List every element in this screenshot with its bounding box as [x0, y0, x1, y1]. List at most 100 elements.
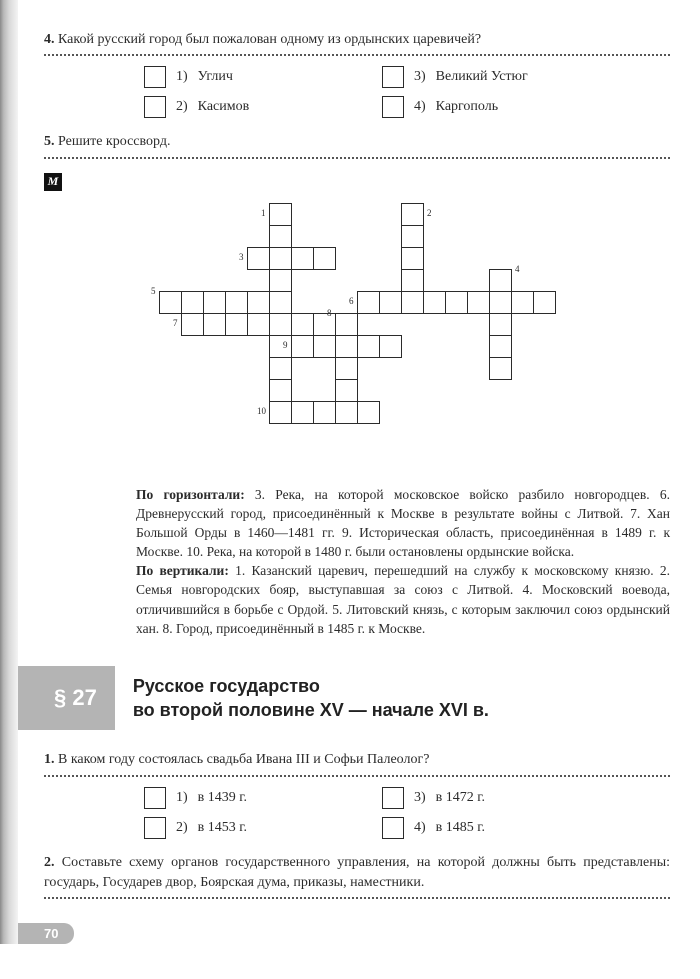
q4-answer-1: 1) Углич	[144, 66, 374, 88]
crossword-clues: По горизонтали: 3. Река, на которой моск…	[136, 485, 670, 638]
crossword-cell[interactable]	[401, 225, 424, 248]
crossword-cell[interactable]	[401, 291, 424, 314]
q27-2-text: 2. Составьте схему органов государственн…	[44, 853, 670, 894]
crossword-cell[interactable]	[489, 357, 512, 380]
crossword-cell[interactable]	[203, 313, 226, 336]
crossword-grid[interactable]: 12345678910	[159, 203, 555, 467]
checkbox[interactable]	[382, 66, 404, 88]
crossword-cell[interactable]	[335, 313, 358, 336]
crossword-cell[interactable]	[203, 291, 226, 314]
crossword-cell[interactable]	[379, 291, 402, 314]
crossword-cell[interactable]	[313, 247, 336, 270]
crossword-cell[interactable]	[335, 401, 358, 424]
checkbox[interactable]	[144, 817, 166, 839]
crossword-cell[interactable]	[357, 291, 380, 314]
crossword-cell[interactable]	[357, 335, 380, 358]
checkbox[interactable]	[382, 817, 404, 839]
answer-num: 3)	[414, 69, 426, 85]
crossword-cell[interactable]	[511, 291, 534, 314]
dotted-rule	[44, 895, 670, 899]
q4-answer-2: 2) Касимов	[144, 96, 374, 118]
answer-label: Великий Устюг	[436, 69, 528, 85]
crossword-cell[interactable]	[401, 203, 424, 226]
crossword-cell[interactable]	[247, 247, 270, 270]
checkbox[interactable]	[144, 787, 166, 809]
crossword-cell[interactable]	[269, 269, 292, 292]
q1-answers: 1) в 1439 г. 2) в 1453 г. 3) в 1472 г.	[144, 787, 670, 839]
crossword-cell[interactable]	[291, 247, 314, 270]
crossword-cell[interactable]	[269, 203, 292, 226]
crossword-cell[interactable]	[247, 313, 270, 336]
crossword-wrap: 12345678910	[44, 203, 670, 467]
q5-num: 5.	[44, 134, 55, 149]
crossword-cell[interactable]	[291, 335, 314, 358]
crossword-cell[interactable]	[225, 313, 248, 336]
crossword-cell[interactable]	[467, 291, 490, 314]
answer-label: Углич	[198, 69, 233, 85]
crossword-cell[interactable]	[335, 357, 358, 380]
checkbox[interactable]	[144, 66, 166, 88]
crossword-cell[interactable]	[357, 401, 380, 424]
answer-num: 2)	[176, 99, 188, 115]
crossword-cell[interactable]	[423, 291, 446, 314]
crossword-cell[interactable]	[313, 313, 336, 336]
crossword-clue-number: 10	[257, 407, 266, 416]
answer-label: Касимов	[198, 99, 250, 115]
crossword-cell[interactable]	[181, 291, 204, 314]
crossword-clue-number: 1	[261, 209, 266, 218]
crossword-cell[interactable]	[291, 313, 314, 336]
answer-num: 1)	[176, 790, 188, 806]
crossword-cell[interactable]	[489, 291, 512, 314]
question-5-text: 5. Решите кроссворд.	[44, 132, 670, 152]
crossword-cell[interactable]	[335, 335, 358, 358]
q1-answer-1: 1) в 1439 г.	[144, 787, 374, 809]
crossword-cell[interactable]	[401, 269, 424, 292]
answer-label: в 1472 г.	[436, 790, 485, 806]
crossword-cell[interactable]	[313, 401, 336, 424]
crossword-cell[interactable]	[445, 291, 468, 314]
crossword-cell[interactable]	[247, 291, 270, 314]
crossword-cell[interactable]	[489, 313, 512, 336]
crossword-cell[interactable]	[269, 313, 292, 336]
q4-answer-4: 4) Каргополь	[382, 96, 528, 118]
crossword-cell[interactable]	[269, 291, 292, 314]
page-spine	[0, 0, 18, 944]
crossword-cell[interactable]	[269, 379, 292, 402]
q1-num: 1.	[44, 752, 55, 767]
crossword-clue-number: 4	[515, 265, 520, 274]
page-number-wrap: 70	[0, 923, 670, 944]
crossword-cell[interactable]	[379, 335, 402, 358]
checkbox[interactable]	[382, 787, 404, 809]
crossword-cell[interactable]	[489, 335, 512, 358]
crossword-cell[interactable]	[269, 357, 292, 380]
crossword-cell[interactable]	[533, 291, 556, 314]
q4-prompt: Какой русский город был пожалован одному…	[58, 32, 481, 47]
dotted-rule	[44, 773, 670, 777]
crossword-cell[interactable]	[489, 269, 512, 292]
q2-prompt: Составьте схему органов государственного…	[44, 855, 670, 890]
dotted-rule	[44, 52, 670, 56]
answer-label: Каргополь	[436, 99, 498, 115]
crossword-cell[interactable]	[159, 291, 182, 314]
crossword-cell[interactable]	[181, 313, 204, 336]
q4-answers: 1) Углич 2) Касимов 3) Великий Устюг 4)	[144, 66, 670, 118]
crossword-cell[interactable]	[269, 225, 292, 248]
crossword-clue-number: 8	[327, 309, 332, 318]
crossword-cell[interactable]	[269, 335, 292, 358]
crossword-clue-number: 6	[349, 297, 354, 306]
question-5: 5. Решите кроссворд. М 12345678910 По го…	[44, 132, 670, 638]
crossword-cell[interactable]	[291, 401, 314, 424]
answer-num: 4)	[414, 99, 426, 115]
crossword-cell[interactable]	[225, 291, 248, 314]
checkbox[interactable]	[144, 96, 166, 118]
answer-num: 3)	[414, 790, 426, 806]
checkbox[interactable]	[382, 96, 404, 118]
crossword-cell[interactable]	[313, 335, 336, 358]
crossword-cell[interactable]	[269, 247, 292, 270]
crossword-clue-number: 5	[151, 287, 156, 296]
crossword-cell[interactable]	[269, 401, 292, 424]
crossword-cell[interactable]	[335, 379, 358, 402]
crossword-cell[interactable]	[401, 247, 424, 270]
q5-prompt: Решите кроссворд.	[58, 134, 170, 149]
answer-label: в 1453 г.	[198, 820, 247, 836]
